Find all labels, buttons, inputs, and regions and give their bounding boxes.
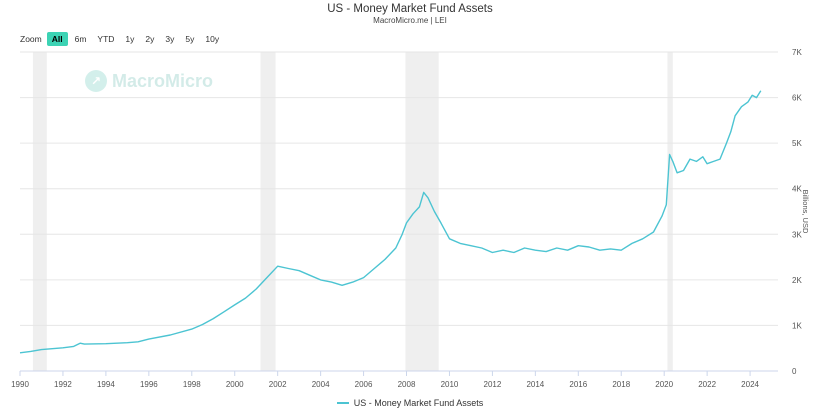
chart-title: US - Money Market Fund Assets bbox=[327, 3, 493, 15]
x-tick-label: 1992 bbox=[54, 380, 72, 389]
y-tick-label: 3K bbox=[792, 230, 802, 239]
zoom-button-ytd[interactable]: YTD bbox=[97, 34, 115, 44]
zoom-button-all[interactable]: All bbox=[46, 32, 68, 46]
y-tick-label: 1K bbox=[792, 321, 802, 330]
y-tick-label: 0 bbox=[792, 367, 797, 376]
recession-band bbox=[260, 52, 276, 371]
x-tick-label: 2002 bbox=[269, 380, 287, 389]
zoom-button-3y[interactable]: 3y bbox=[165, 34, 175, 44]
legend-line-swatch bbox=[336, 402, 349, 404]
recession-band bbox=[405, 52, 439, 371]
y-tick-label: 4K bbox=[792, 185, 802, 194]
watermark: ↗ MacroMicro bbox=[85, 70, 213, 92]
x-tick-label: 1996 bbox=[140, 380, 158, 389]
x-tick-label: 2024 bbox=[741, 380, 759, 389]
x-tick-label: 2018 bbox=[612, 380, 630, 389]
x-tick-label: 1994 bbox=[97, 380, 115, 389]
x-tick-label: 2006 bbox=[355, 380, 373, 389]
zoom-button-2y[interactable]: 2y bbox=[145, 34, 155, 44]
zoom-button-5y[interactable]: 5y bbox=[185, 34, 195, 44]
x-tick-label: 1998 bbox=[183, 380, 201, 389]
zoom-bar: Zoom All 6m YTD 1y 2y 3y 5y 10y bbox=[20, 32, 226, 46]
x-tick-label: 1990 bbox=[11, 380, 29, 389]
x-tick-label: 2000 bbox=[226, 380, 244, 389]
legend-label: US - Money Market Fund Assets bbox=[353, 398, 484, 408]
y-tick-label: 6K bbox=[792, 94, 802, 103]
zoom-button-10y[interactable]: 10y bbox=[205, 34, 220, 44]
chart-subtitle: MacroMicro.me | LEI bbox=[373, 16, 447, 25]
recession-band bbox=[667, 52, 673, 371]
x-tick-label: 2004 bbox=[312, 380, 330, 389]
zoom-label: Zoom bbox=[20, 34, 42, 44]
x-tick-label: 2022 bbox=[698, 380, 716, 389]
series-line bbox=[19, 90, 762, 354]
recession-band bbox=[32, 52, 47, 371]
y-tick-label: 7K bbox=[792, 48, 802, 57]
x-tick-label: 2020 bbox=[655, 380, 673, 389]
y-axis-label: Billions, USD bbox=[801, 190, 810, 234]
x-tick-label: 2012 bbox=[484, 380, 502, 389]
zoom-button-6m[interactable]: 6m bbox=[74, 34, 87, 44]
x-tick-label: 2016 bbox=[569, 380, 587, 389]
x-tick-label: 2008 bbox=[398, 380, 416, 389]
y-tick-label: 2K bbox=[792, 276, 802, 285]
legend[interactable]: US - Money Market Fund Assets bbox=[0, 398, 820, 408]
zoom-button-1y[interactable]: 1y bbox=[125, 34, 135, 44]
macromicro-logo-icon: ↗ bbox=[85, 70, 107, 92]
y-tick-label: 5K bbox=[792, 139, 802, 148]
x-tick-label: 2014 bbox=[526, 380, 544, 389]
x-tick-label: 2010 bbox=[441, 380, 459, 389]
watermark-text: MacroMicro bbox=[112, 70, 214, 91]
